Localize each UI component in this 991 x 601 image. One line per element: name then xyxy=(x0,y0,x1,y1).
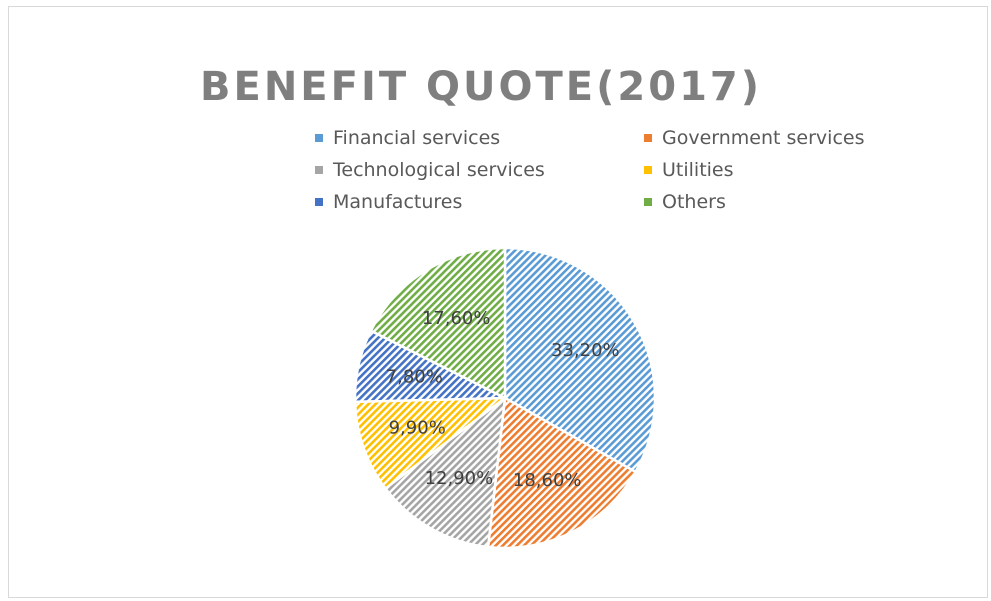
data-label-government-services: 18,60% xyxy=(513,470,582,491)
pie-slice-technological-services xyxy=(383,395,507,549)
legend-label: Technological services xyxy=(333,159,545,181)
legend-swatch xyxy=(644,134,652,142)
data-label-technological-services: 12,90% xyxy=(425,468,494,489)
legend-label: Government services xyxy=(662,127,865,149)
pie-slice-others xyxy=(369,246,507,401)
pie-slice-government-services xyxy=(486,395,638,550)
legend-label: Others xyxy=(662,191,726,213)
data-label-utilities: 9,90% xyxy=(389,418,446,439)
pie-slice-utilities xyxy=(353,396,509,491)
data-label-financial-services: 33,20% xyxy=(551,340,620,361)
legend-item-utilities: Utilities xyxy=(644,159,734,181)
data-label-others: 17,60% xyxy=(422,308,491,329)
legend-item-technological-services: Technological services xyxy=(315,159,545,181)
legend-swatch xyxy=(315,134,323,142)
legend-item-manufactures: Manufactures xyxy=(315,191,462,213)
legend-swatch xyxy=(315,166,323,174)
legend-item-government-services: Government services xyxy=(644,127,865,149)
legend-swatch xyxy=(644,166,652,174)
legend-swatch xyxy=(315,198,323,206)
pie-slice-financial-services xyxy=(503,246,657,474)
pie-data-labels: 33,20% 18,60% 12,90% 9,90% 7,80% 17,60% xyxy=(386,308,620,491)
pie-slices xyxy=(353,246,657,550)
legend-label: Manufactures xyxy=(333,191,463,213)
legend-swatch xyxy=(644,198,652,206)
legend-label: Utilities xyxy=(662,159,734,181)
data-label-manufactures: 7,80% xyxy=(386,367,443,388)
chart-title: BENEFIT QUOTE(2017) xyxy=(200,64,763,110)
legend-item-others: Others xyxy=(644,191,726,213)
legend-item-financial-services: Financial services xyxy=(315,127,500,149)
legend-label: Financial services xyxy=(333,127,501,149)
